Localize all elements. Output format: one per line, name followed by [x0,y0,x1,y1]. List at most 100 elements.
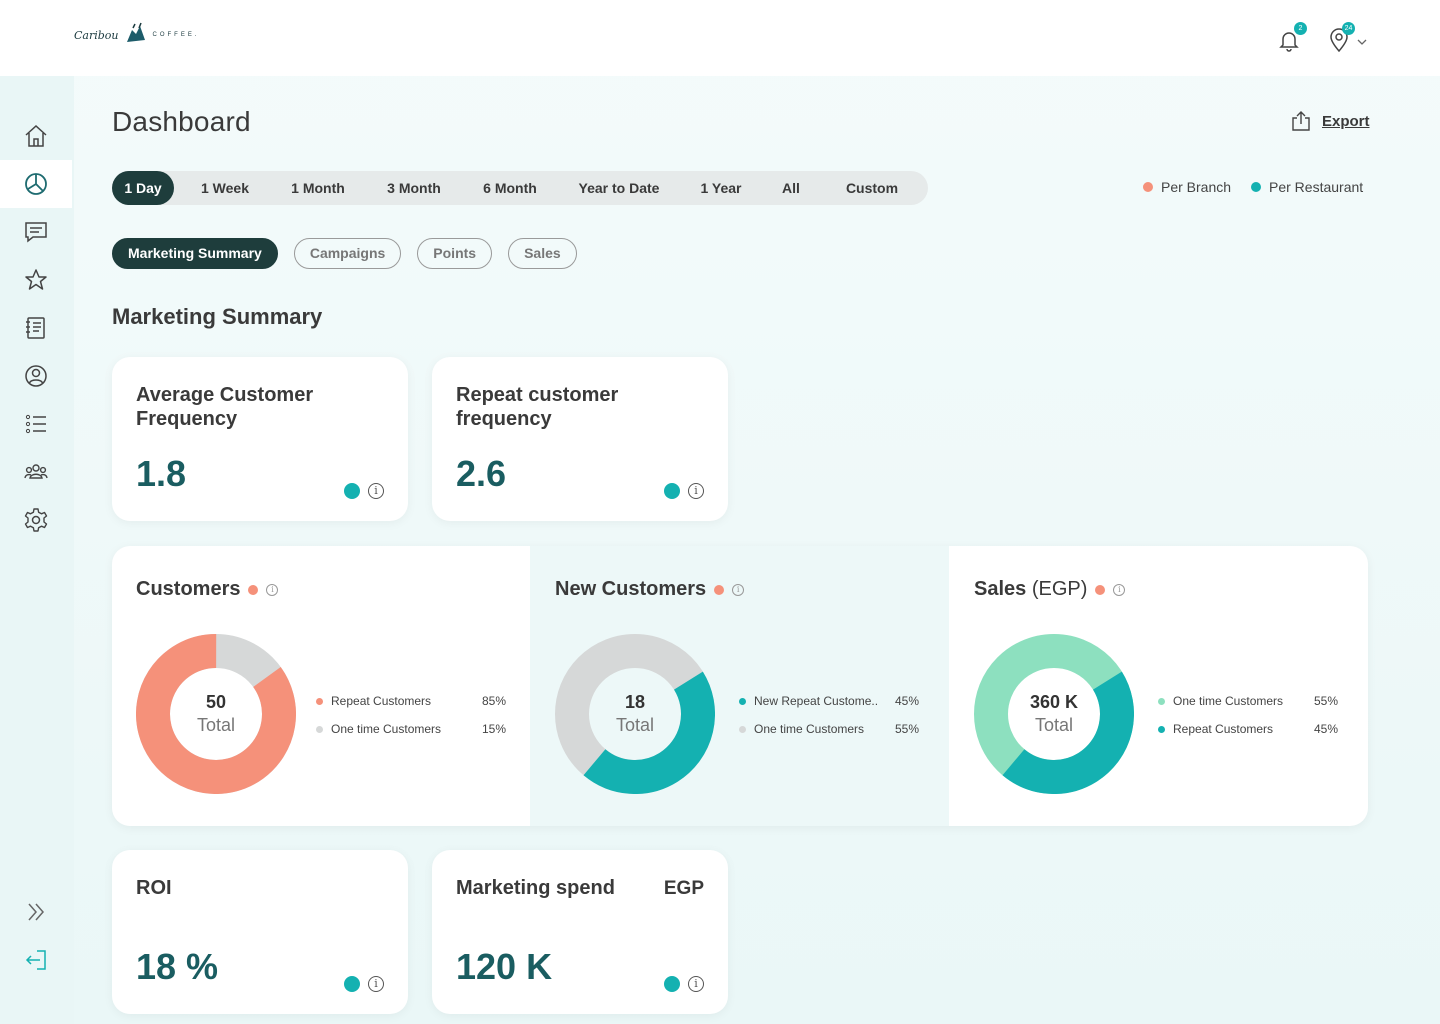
new-customers-donut [555,634,715,794]
date-range-selector: 1 Day 1 Week 1 Month 3 Month 6 Month Yea… [112,171,928,205]
range-1-year[interactable]: 1 Year [700,180,742,196]
notifications-badge: 2 [1294,22,1307,35]
kpi-indicators: i [664,976,704,992]
donut-total-label: Total [1034,715,1074,735]
sidebar-item-dashboard[interactable] [0,160,72,208]
legend-percent: 85% [481,694,506,708]
kpi-card-roi: ROI 18 % i [112,850,408,1014]
kpi-indicators: i [344,483,384,499]
kpi-title: Repeat customer frequency [456,384,619,430]
donut-total-value: 18 [624,692,646,712]
donut-center: 50 Total [136,634,296,794]
sidebar-item-profile[interactable] [0,352,72,400]
pie-chart-icon [25,173,47,195]
export-label: Export [1322,112,1370,130]
section-tabs: Marketing Summary Campaigns Points Sales [112,238,577,269]
location-pin-icon [1330,28,1348,53]
range-1-week[interactable]: 1 Week [201,180,249,196]
tab-campaigns[interactable]: Campaigns [293,238,402,269]
gear-icon [24,508,48,532]
sidebar-item-favorites[interactable] [0,256,72,304]
chevron-down-icon [1357,39,1367,45]
sidebar-item-users[interactable] [0,448,72,496]
donut-total-value: 360 K [1029,692,1079,712]
legend-dot-icon [316,725,323,733]
kpi-indicators: i [664,483,704,499]
customers-donut [136,634,296,794]
tab-points[interactable]: Points [417,238,493,269]
page-title: Dashboard [112,106,251,137]
legend-dot-coral [1143,182,1153,192]
info-icon[interactable]: i [732,583,745,596]
sidebar [0,76,74,1024]
donut-center: 18 Total [555,634,715,794]
info-icon[interactable]: i [688,976,704,992]
sales-panel: Sales (EGP) i 360 K Total One time Custo… [949,546,1368,826]
export-button[interactable]: Export [1290,110,1370,132]
legend-item: One time Customers 55% [739,722,919,736]
legend-per-restaurant[interactable]: Per Restaurant [1251,179,1363,195]
section-title: Marketing Summary [112,304,323,329]
legend-item: Repeat Customers 85% [316,694,506,708]
kpi-value: 2.6 [456,453,507,494]
range-1-month[interactable]: 1 Month [291,180,345,196]
donut-total-label: Total [196,715,236,735]
tab-marketing-summary[interactable]: Marketing Summary [112,238,278,269]
info-icon[interactable]: i [1113,583,1126,596]
range-1-day[interactable]: 1 Day [112,171,174,205]
location-selector[interactable]: 24 [1325,22,1369,54]
sidebar-item-settings[interactable] [0,496,72,544]
info-icon[interactable]: i [368,976,384,992]
legend-item: New Repeat Custome.. 45% [739,694,919,708]
expand-sidebar-button[interactable] [0,888,72,936]
new-customers-panel: New Customers i 18 Total New Repeat Cust… [530,546,949,826]
logout-icon [25,950,46,970]
notifications-button[interactable]: 2 [1275,22,1307,54]
info-icon[interactable]: i [368,483,384,499]
donut-total-value: 50 [205,692,227,712]
legend-percent: 55% [1313,694,1338,708]
donut-total-label: Total [615,715,655,735]
sales-title-unit: (EGP) [1031,578,1088,600]
kpi-card-average-frequency: Average Customer Frequency 1.8 i [112,357,408,521]
legend-dot-teal [1251,182,1261,192]
per-branch-dot-icon [248,584,259,595]
range-year-to-date[interactable]: Year to Date [578,180,660,196]
range-6-month[interactable]: 6 Month [483,180,537,196]
range-custom[interactable]: Custom [845,180,899,196]
legend-dot-icon [739,725,746,733]
range-3-month[interactable]: 3 Month [387,180,441,196]
status-dot-icon [664,976,680,992]
location-badge: 24 [1342,22,1355,35]
message-icon [25,222,47,243]
per-branch-dot-icon [1095,584,1106,595]
info-icon[interactable]: i [688,483,704,499]
legend-percent: 15% [481,722,506,736]
customers-title: Customers [136,578,241,600]
sidebar-item-home[interactable] [0,112,72,160]
logout-button[interactable] [0,936,72,984]
bell-icon [1279,32,1299,52]
range-all[interactable]: All [782,180,800,196]
kpi-value: 1.8 [136,453,187,494]
kpi-title: Marketing spend [456,877,615,899]
legend-name: One time Customers [1173,694,1284,708]
brand-logo[interactable]: Caribou COFFEE. [74,22,200,48]
donut-center: 360 K Total [974,634,1134,794]
top-bar: Caribou COFFEE. 2 24 [0,0,1440,76]
legend-dot-icon [316,697,323,705]
sales-donut [974,634,1134,794]
star-icon [25,269,47,290]
sidebar-item-list[interactable] [0,400,72,448]
kpi-indicators: i [344,976,384,992]
kpi-unit: EGP [663,878,704,899]
legend-dot-icon [1158,725,1165,733]
legend-per-branch[interactable]: Per Branch [1143,179,1231,195]
sidebar-item-menu-book[interactable] [0,304,72,352]
kpi-title: ROI [136,877,172,899]
export-icon [1292,111,1310,131]
sidebar-item-messages[interactable] [0,208,72,256]
info-icon[interactable]: i [266,583,279,596]
tab-sales[interactable]: Sales [508,238,577,269]
legend-name: One time Customers [754,722,865,736]
